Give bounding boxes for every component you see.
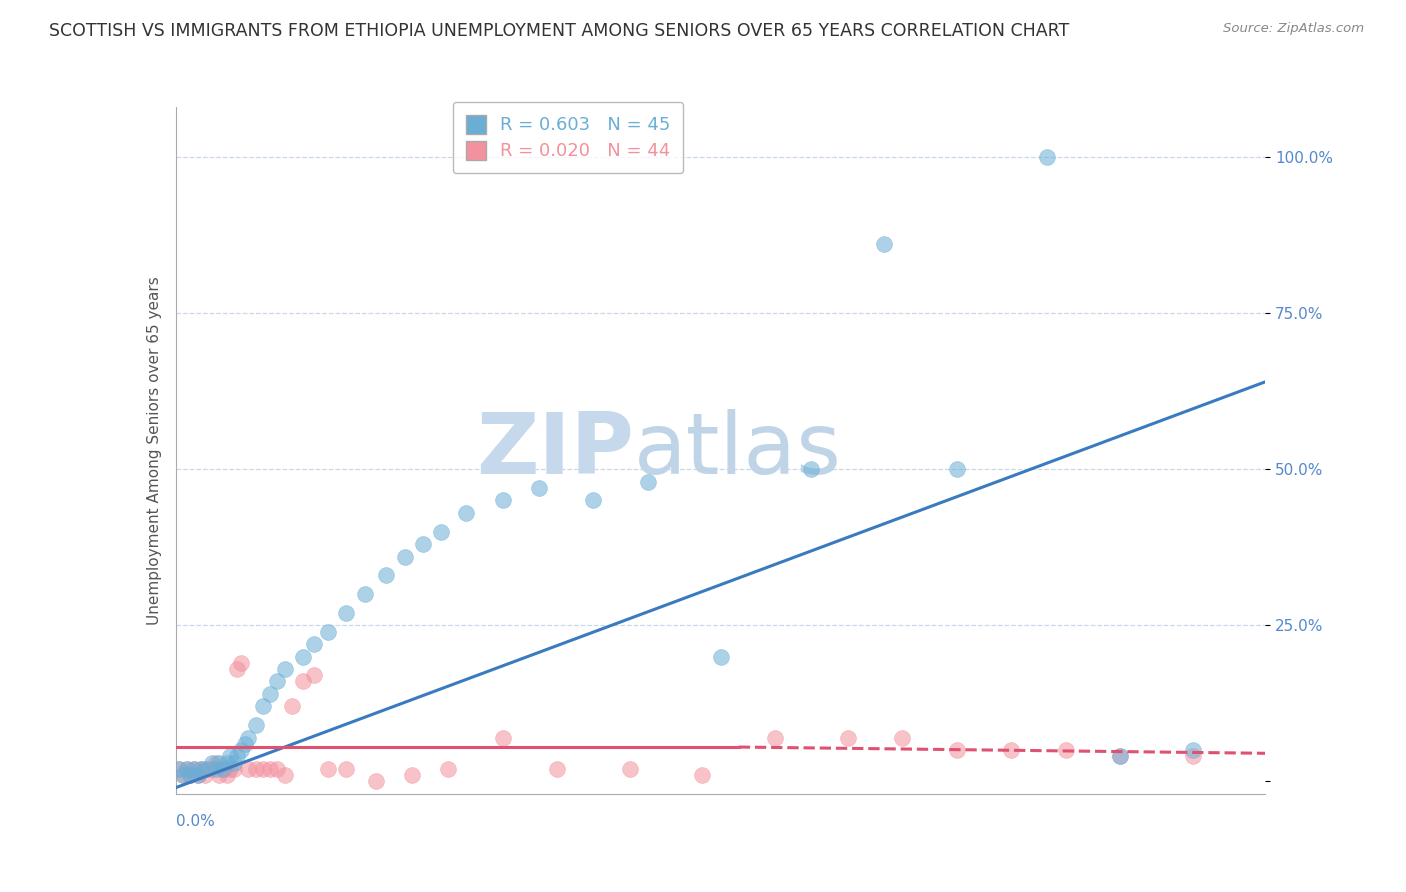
Point [492,731,515,745]
Point [364,774,387,789]
Point [546,762,568,776]
Point [233,737,256,751]
Point [318,762,340,776]
Point [208,756,231,770]
Point [172,768,194,782]
Point [945,462,967,476]
Point [945,743,967,757]
Point [179,768,201,782]
Point [837,731,859,745]
Point [710,649,733,664]
Point [1109,749,1132,764]
Point [222,756,245,770]
Point [201,762,224,776]
Point [302,637,325,651]
Point [238,731,260,745]
Point [1054,743,1077,757]
Point [335,762,357,776]
Point [212,762,235,776]
Point [219,762,242,776]
Text: SCOTTISH VS IMMIGRANTS FROM ETHIOPIA UNEMPLOYMENT AMONG SENIORS OVER 65 YEARS CO: SCOTTISH VS IMMIGRANTS FROM ETHIOPIA UNE… [49,22,1070,40]
Point [281,699,304,714]
Point [215,756,238,770]
Point [318,624,340,639]
Point [219,749,242,764]
Point [527,481,550,495]
Point [222,762,245,776]
Point [437,762,460,776]
Point [186,768,209,782]
Point [302,668,325,682]
Point [274,768,297,782]
Point [1109,749,1132,764]
Point [492,493,515,508]
Point [183,762,205,776]
Point [692,768,714,782]
Point [204,762,226,776]
Point [259,762,281,776]
Point [259,687,281,701]
Point [190,762,212,776]
Point [197,762,219,776]
Point [401,768,423,782]
Point [1181,743,1204,757]
Point [186,768,209,782]
Point [245,762,267,776]
Text: atlas: atlas [633,409,841,492]
Point [266,674,288,689]
Point [238,762,260,776]
Y-axis label: Unemployment Among Seniors over 65 years: Unemployment Among Seniors over 65 years [146,277,162,624]
Point [619,762,641,776]
Point [1000,743,1022,757]
Point [430,524,453,539]
Text: Source: ZipAtlas.com: Source: ZipAtlas.com [1223,22,1364,36]
Point [204,756,226,770]
Point [291,649,314,664]
Point [891,731,914,745]
Point [394,549,416,564]
Point [800,462,823,476]
Point [226,749,249,764]
Point [201,756,224,770]
Point [215,768,238,782]
Point [179,768,201,782]
Point [1036,150,1059,164]
Point [582,493,605,508]
Point [252,762,274,776]
Point [231,743,253,757]
Point [266,762,288,776]
Point [169,762,191,776]
Point [291,674,314,689]
Point [183,762,205,776]
Point [176,762,198,776]
Point [252,699,274,714]
Point [231,656,253,670]
Point [412,537,434,551]
Point [194,768,217,782]
Text: ZIP: ZIP [475,409,633,492]
Point [375,568,398,582]
Point [169,762,191,776]
Point [873,237,896,252]
Point [172,768,194,782]
Point [335,606,357,620]
Point [456,506,478,520]
Point [190,762,212,776]
Point [763,731,786,745]
Point [194,762,217,776]
Point [226,662,249,676]
Point [212,762,235,776]
Text: 0.0%: 0.0% [176,814,215,830]
Point [208,768,231,782]
Point [245,718,267,732]
Point [176,762,198,776]
Point [637,475,659,489]
Point [353,587,375,601]
Legend: R = 0.603   N = 45, R = 0.020   N = 44: R = 0.603 N = 45, R = 0.020 N = 44 [453,102,683,173]
Point [274,662,297,676]
Point [1181,749,1204,764]
